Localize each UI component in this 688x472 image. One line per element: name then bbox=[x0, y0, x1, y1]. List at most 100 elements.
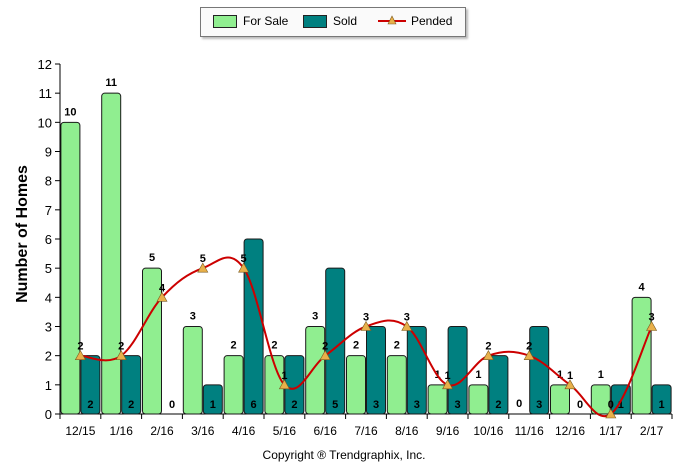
pended-data-label: 5 bbox=[241, 253, 247, 265]
for-sale-swatch bbox=[213, 14, 237, 28]
pended-marker bbox=[442, 379, 454, 390]
for-sale-bar bbox=[346, 355, 366, 415]
for-sale-data-label: 10 bbox=[64, 106, 76, 118]
sold-data-label: 6 bbox=[251, 399, 257, 411]
legend: For Sale Sold Pended bbox=[200, 7, 466, 37]
for-sale-data-label: 1 bbox=[598, 369, 604, 381]
for-sale-bar bbox=[386, 355, 407, 415]
for-sale-data-label: 4 bbox=[639, 281, 646, 293]
for-sale-data-label: 0 bbox=[516, 398, 522, 410]
sold-bar bbox=[529, 326, 550, 415]
pended-data-label: 2 bbox=[77, 341, 83, 353]
for-sale-bar bbox=[590, 384, 611, 415]
sold-data-label: 0 bbox=[577, 399, 583, 411]
sold-bar bbox=[651, 384, 672, 415]
for-sale-bar bbox=[550, 384, 570, 415]
for-sale-data-label: 11 bbox=[105, 77, 117, 89]
sold-data-label: 1 bbox=[659, 399, 665, 411]
copyright-text: Copyright ® Trendgraphix, Inc. bbox=[262, 448, 426, 462]
for-sale-bar bbox=[305, 326, 326, 415]
sold-data-label: 0 bbox=[169, 399, 175, 411]
x-tick-label: 12/16 bbox=[555, 424, 585, 438]
for-sale-data-label: 2 bbox=[394, 340, 400, 352]
y-tick-label: 3 bbox=[45, 320, 52, 335]
y-tick-label: 11 bbox=[39, 86, 53, 101]
y-tick-label: 10 bbox=[38, 115, 52, 130]
pended-data-label: 4 bbox=[159, 282, 166, 294]
legend-item-for-sale: For Sale bbox=[213, 14, 288, 28]
x-tick-label: 5/16 bbox=[273, 424, 297, 438]
x-tick-label: 4/16 bbox=[232, 424, 256, 438]
pended-data-label: 1 bbox=[281, 370, 287, 382]
pended-marker bbox=[564, 379, 576, 390]
sold-bar bbox=[80, 355, 101, 415]
pended-data-label: 1 bbox=[445, 370, 451, 382]
y-tick-label: 2 bbox=[45, 349, 52, 364]
sold-bar bbox=[488, 355, 509, 415]
x-tick-label: 2/17 bbox=[640, 424, 664, 438]
sold-bar bbox=[366, 326, 386, 415]
sold-data-label: 3 bbox=[414, 399, 420, 411]
y-tick-label: 12 bbox=[38, 57, 52, 72]
pended-marker bbox=[605, 408, 617, 419]
sold-data-label: 2 bbox=[495, 399, 501, 411]
for-sale-data-label: 1 bbox=[475, 369, 481, 381]
y-tick-label: 0 bbox=[45, 407, 52, 422]
x-tick-label: 7/16 bbox=[354, 424, 378, 438]
y-tick-label: 1 bbox=[45, 378, 52, 393]
sold-bar bbox=[202, 384, 223, 415]
pended-marker bbox=[319, 350, 331, 360]
pended-data-label: 5 bbox=[200, 253, 206, 265]
y-tick-label: 9 bbox=[45, 145, 52, 160]
x-tick-label: 6/16 bbox=[314, 424, 338, 438]
sold-bar bbox=[447, 326, 468, 415]
y-tick-label: 7 bbox=[45, 203, 52, 218]
for-sale-data-label: 2 bbox=[231, 340, 237, 352]
sold-data-label: 2 bbox=[87, 399, 93, 411]
y-tick-label: 6 bbox=[45, 232, 52, 247]
x-tick-label: 12/15 bbox=[65, 424, 95, 438]
pended-data-label: 2 bbox=[118, 341, 124, 353]
for-sale-bar bbox=[182, 326, 203, 415]
x-tick-label: 9/16 bbox=[436, 424, 460, 438]
y-tick-label: 5 bbox=[45, 261, 52, 276]
pended-marker bbox=[156, 291, 168, 302]
y-tick-label: 4 bbox=[45, 290, 52, 305]
for-sale-data-label: 2 bbox=[353, 340, 359, 352]
sold-data-label: 3 bbox=[536, 399, 542, 411]
pended-marker bbox=[523, 350, 535, 360]
x-tick-label: 1/16 bbox=[110, 424, 134, 438]
pended-marker bbox=[238, 262, 250, 273]
for-sale-bar bbox=[223, 355, 244, 415]
sold-data-label: 3 bbox=[373, 399, 379, 411]
sold-bar bbox=[243, 238, 264, 415]
pended-data-label: 3 bbox=[404, 312, 410, 324]
pended-data-label: 2 bbox=[322, 341, 328, 353]
x-tick-label: 1/17 bbox=[599, 424, 623, 438]
for-sale-bar bbox=[60, 121, 81, 415]
sold-data-label: 2 bbox=[291, 399, 297, 411]
for-sale-data-label: 5 bbox=[149, 252, 155, 264]
sold-data-label: 2 bbox=[128, 399, 134, 411]
for-sale-data-label: 3 bbox=[312, 311, 318, 323]
for-sale-data-label: 1 bbox=[557, 369, 563, 381]
x-tick-label: 10/16 bbox=[473, 424, 503, 438]
pended-data-label: 3 bbox=[649, 312, 655, 324]
legend-item-pended: Pended bbox=[377, 14, 452, 28]
sold-data-label: 5 bbox=[332, 399, 338, 411]
x-tick-label: 2/16 bbox=[150, 424, 174, 438]
pended-marker bbox=[197, 262, 209, 273]
sold-swatch bbox=[303, 14, 327, 28]
x-tick-label: 8/16 bbox=[395, 424, 419, 438]
pended-marker bbox=[278, 379, 290, 390]
for-sale-bar bbox=[427, 384, 448, 415]
for-sale-bar bbox=[631, 296, 652, 415]
pended-data-label: 0 bbox=[608, 399, 614, 411]
pended-marker bbox=[482, 350, 494, 360]
y-tick-label: 8 bbox=[45, 174, 52, 189]
for-sale-bar bbox=[468, 384, 489, 415]
sold-data-label: 3 bbox=[455, 399, 461, 411]
pended-data-label: 3 bbox=[363, 312, 369, 324]
pended-marker bbox=[401, 320, 413, 331]
